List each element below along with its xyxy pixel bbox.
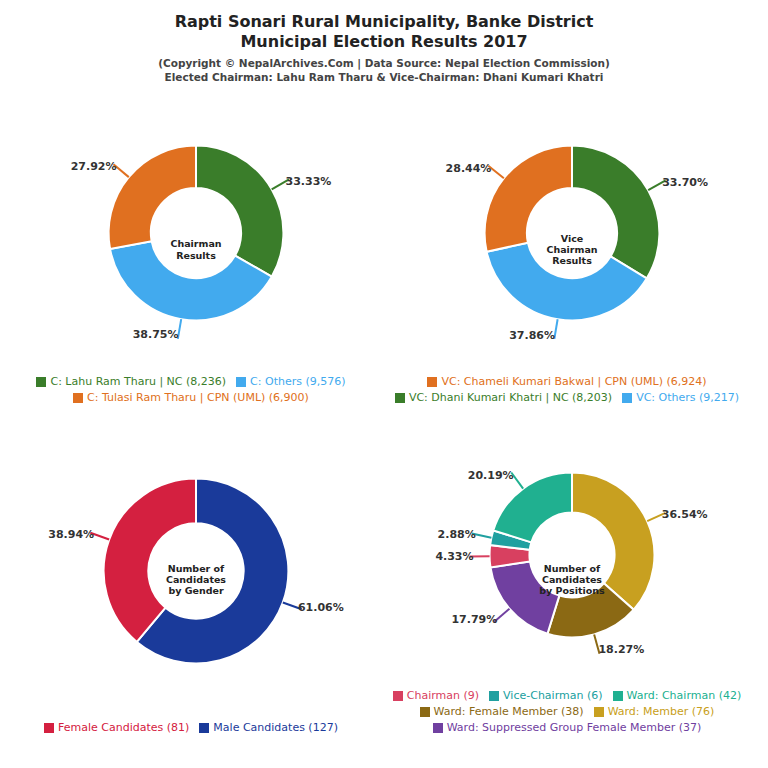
svg-text:27.92%: 27.92% (71, 160, 117, 173)
svg-text:17.79%: 17.79% (451, 613, 497, 626)
svg-text:61.06%: 61.06% (298, 601, 344, 614)
html-text:Ward: Female Member (38): Ward: Female Member (38) (433, 705, 584, 718)
svg-text:33.70%: 33.70% (662, 176, 708, 189)
html-text:Male Candidates (127): Male Candidates (127) (213, 721, 338, 734)
html-text:C: Others (9,576): C: Others (9,576) (250, 375, 346, 388)
html-text:Chairman (9): Chairman (9) (406, 689, 480, 702)
svg-text:ChairmanResults: ChairmanResults (170, 238, 221, 260)
svg-text:33.33%: 33.33% (286, 175, 332, 188)
svg-text:4.33%: 4.33% (435, 550, 473, 563)
svg-text:38.94%: 38.94% (48, 528, 94, 541)
html-text:C: Lahu Ram Tharu | NC (8,236): C: Lahu Ram Tharu | NC (8,236) (50, 375, 227, 388)
svg-text:ViceChairmanResults: ViceChairmanResults (546, 232, 597, 266)
html-text:Municipal Election Results 201: Municipal Election Results 2017 (240, 32, 528, 51)
html-text:VC: Chameli Kumari Bakwal | CP: VC: Chameli Kumari Bakwal | CPN (UML) (6… (441, 375, 707, 388)
html-text:VC: Others (9,217): VC: Others (9,217) (636, 391, 740, 404)
svg-text:Number ofCandidatesby Position: Number ofCandidatesby Positions (539, 562, 605, 596)
html-text:(Copyright © NepalArchives.Com: (Copyright © NepalArchives.Com | Data So… (158, 57, 610, 69)
html-text:C: Tulasi Ram Tharu | CPN (UML: C: Tulasi Ram Tharu | CPN (UML) (6,900) (87, 391, 309, 404)
html-text:Rapti Sonari Rural Municipalit: Rapti Sonari Rural Municipality, Banke D… (174, 12, 594, 31)
svg-text:Number ofCandidatesby Gender: Number ofCandidatesby Gender (166, 562, 226, 596)
html-text:Ward: Member (76): Ward: Member (76) (607, 705, 715, 718)
svg-text:20.19%: 20.19% (468, 469, 514, 482)
html-text:Ward: Chairman (42): Ward: Chairman (42) (626, 689, 742, 702)
svg-text:18.27%: 18.27% (598, 643, 644, 656)
html-text:Female Candidates (81): Female Candidates (81) (58, 721, 190, 734)
html-text:Elected Chairman: Lahu Ram Tha: Elected Chairman: Lahu Ram Tharu & Vice-… (164, 71, 604, 83)
svg-text:37.86%: 37.86% (509, 329, 555, 342)
html-text:Ward: Suppressed Group Female: Ward: Suppressed Group Female Member (37… (446, 721, 702, 734)
svg-text:28.44%: 28.44% (446, 162, 492, 175)
svg-text:2.88%: 2.88% (438, 528, 476, 541)
html-text:Vice-Chairman (6): Vice-Chairman (6) (503, 689, 603, 702)
html-text:VC: Dhani Kumari Khatri | NC (: VC: Dhani Kumari Khatri | NC (8,203) (408, 391, 613, 404)
svg-text:38.75%: 38.75% (133, 328, 179, 341)
svg-text:36.54%: 36.54% (662, 508, 708, 521)
